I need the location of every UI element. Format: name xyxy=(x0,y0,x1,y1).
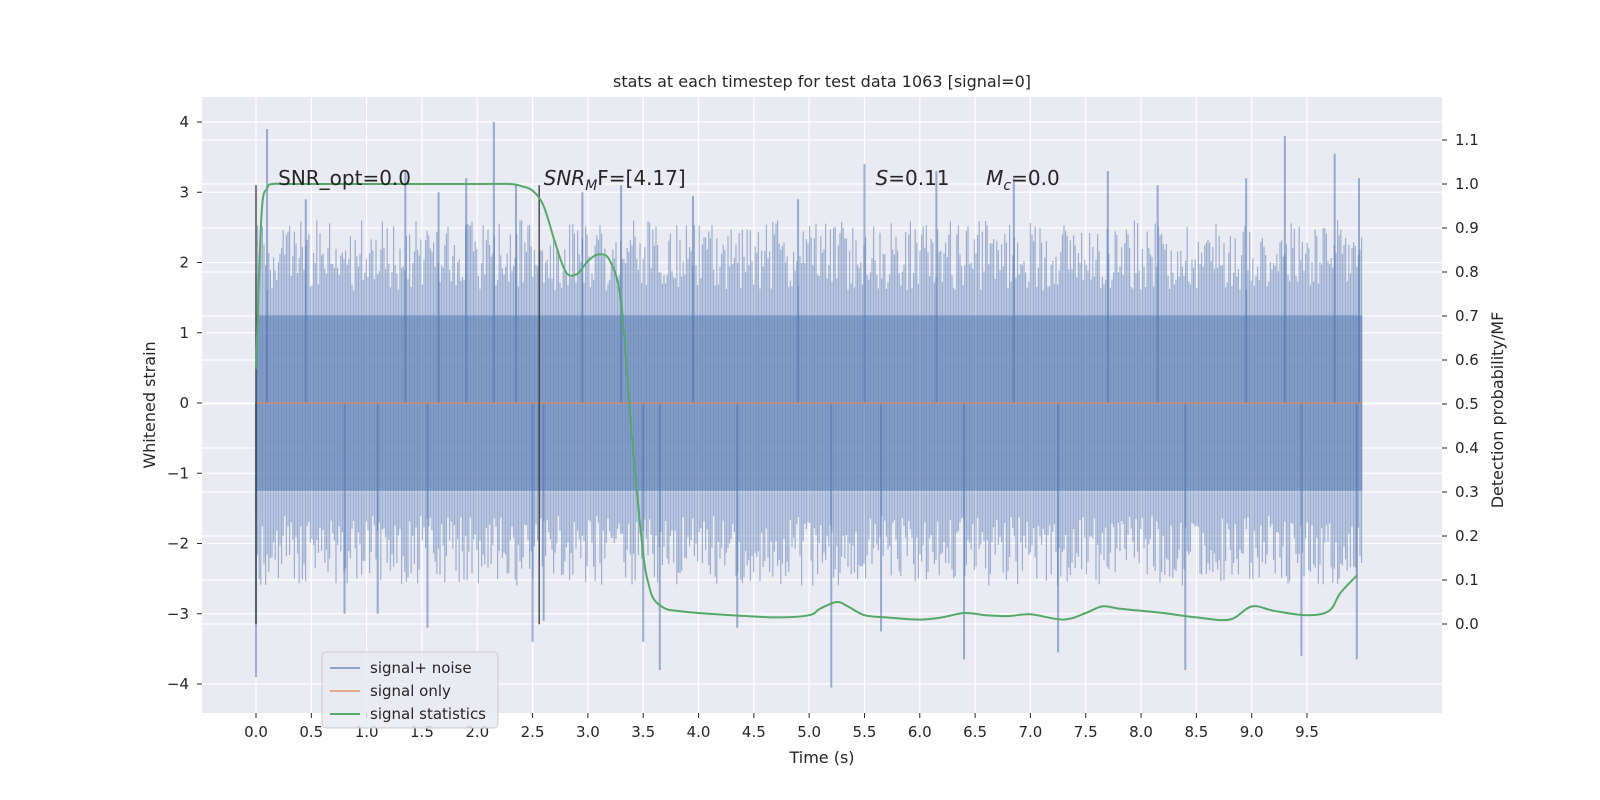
x-tick-label: 5.0 xyxy=(797,723,821,741)
signal-statistics-line xyxy=(255,182,1358,622)
x-tick-label: 9.5 xyxy=(1295,723,1319,741)
y-tick-label: 2 xyxy=(179,254,189,272)
x-tick-label: 0.0 xyxy=(244,723,268,741)
x-tick-label: 9.0 xyxy=(1240,723,1264,741)
y-axis-ticks: 4 3 2 1 0 −1 −2 −3 −4 xyxy=(167,113,202,693)
y-tick-label: 0 xyxy=(179,394,189,412)
annotation-s-rest: =0.11 xyxy=(888,166,949,190)
y2-tick-label: 1.1 xyxy=(1455,131,1479,149)
y2-tick-label: 0.0 xyxy=(1455,615,1479,633)
y2-axis-label: Detection probability/MF xyxy=(1488,312,1507,509)
annotation-mc-sub: c xyxy=(1003,178,1011,194)
x-axis-label: Time (s) xyxy=(788,748,854,767)
y2-tick-label: 0.5 xyxy=(1455,395,1479,413)
annotation-snr-mf-rest: F=[4.17] xyxy=(597,166,685,190)
y2-tick-label: 0.6 xyxy=(1455,351,1479,369)
y2-axis-ticks: 1.1 1.0 0.9 0.8 0.7 0.6 0.5 0.4 0.3 0.2 0.1 0.0 xyxy=(1442,131,1479,633)
x-tick-label: 4.0 xyxy=(687,723,711,741)
y-tick-label: −4 xyxy=(167,675,189,693)
annotation-snr-mf-sub: M xyxy=(585,178,597,194)
legend-label: signal+ noise xyxy=(370,659,472,677)
y2-tick-label: 0.3 xyxy=(1455,483,1479,501)
legend: signal+ noise signal only signal statistic… xyxy=(321,651,499,729)
x-tick-label: 3.0 xyxy=(576,723,600,741)
x-tick-label: 3.5 xyxy=(631,723,655,741)
annotation-s-symbol: S xyxy=(876,166,889,190)
x-tick-label: 7.0 xyxy=(1018,723,1042,741)
x-tick-label: 4.5 xyxy=(742,723,766,741)
y2-tick-label: 0.9 xyxy=(1455,219,1479,237)
x-tick-label: 8.5 xyxy=(1184,723,1208,741)
y-tick-label: −1 xyxy=(167,464,189,482)
x-tick-label: 8.0 xyxy=(1129,723,1153,741)
x-axis-ticks: 0.0 0.5 1.0 1.5 2.0 2.5 3.0 3.5 4.0 4.5 5.0 5.5 6.0 6… xyxy=(244,713,1319,741)
y-tick-label: 4 xyxy=(179,113,189,131)
y2-tick-label: 0.1 xyxy=(1455,571,1479,589)
y-axis-label: Whitened strain xyxy=(140,341,159,468)
annotation-mc-base: M xyxy=(986,166,1003,190)
y-tick-label: −3 xyxy=(167,605,189,623)
legend-label: signal only xyxy=(370,682,451,700)
x-tick-label: 6.0 xyxy=(908,723,932,741)
y-tick-label: 3 xyxy=(179,183,189,201)
vertical-markers xyxy=(255,185,540,625)
y-tick-label: 1 xyxy=(179,324,189,342)
y2-tick-label: 0.8 xyxy=(1455,263,1479,281)
x-tick-label: 7.5 xyxy=(1074,723,1098,741)
annotation-snr-mf: SNRMF=[4.17] xyxy=(544,166,686,194)
annotation-s-value: S=0.11 xyxy=(876,166,950,190)
x-tick-label: 2.5 xyxy=(521,723,545,741)
signal-statistics-series xyxy=(255,182,1358,622)
y2-tick-label: 0.7 xyxy=(1455,307,1479,325)
y2-tick-label: 0.2 xyxy=(1455,527,1479,545)
annotation-snr-mf-base: SNR xyxy=(544,166,586,190)
chart-title: stats at each timestep for test data 106… xyxy=(613,72,1031,91)
x-tick-label: 6.5 xyxy=(963,723,987,741)
x-tick-label: 5.5 xyxy=(853,723,877,741)
y2-tick-label: 1.0 xyxy=(1455,175,1479,193)
y2-tick-label: 0.4 xyxy=(1455,439,1479,457)
y-tick-label: −2 xyxy=(167,535,189,553)
legend-label: signal statistics xyxy=(370,705,486,723)
annotation-mc-value: Mc=0.0 xyxy=(986,166,1060,194)
annotation-snr-opt: SNR_opt=0.0 xyxy=(278,166,411,190)
legend-box xyxy=(321,651,499,729)
annotation-mc-rest: =0.0 xyxy=(1011,166,1060,190)
x-tick-label: 0.5 xyxy=(299,723,323,741)
